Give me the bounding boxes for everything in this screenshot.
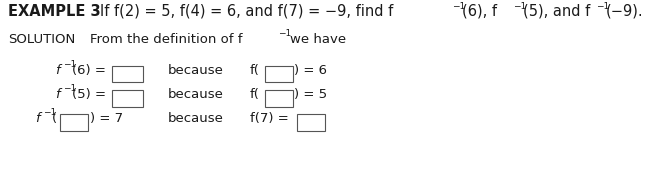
- Text: −1: −1: [278, 29, 291, 38]
- Text: −1: −1: [452, 2, 465, 11]
- Text: (6), f: (6), f: [462, 4, 497, 19]
- Text: f(7) =: f(7) =: [250, 112, 289, 125]
- Text: we have: we have: [290, 33, 346, 46]
- Text: −1: −1: [596, 2, 609, 11]
- Text: From the definition of f: From the definition of f: [90, 33, 243, 46]
- Text: ) = 7: ) = 7: [90, 112, 123, 125]
- Text: because: because: [168, 64, 224, 77]
- Text: f: f: [55, 64, 60, 77]
- Text: f: f: [55, 88, 60, 101]
- Text: −1: −1: [513, 2, 526, 11]
- Text: −1: −1: [63, 84, 76, 93]
- Text: EXAMPLE 3: EXAMPLE 3: [8, 4, 101, 19]
- Text: −1: −1: [43, 108, 56, 117]
- Bar: [112, 89, 143, 106]
- Text: ) = 5: ) = 5: [294, 88, 327, 101]
- Text: SOLUTION: SOLUTION: [8, 33, 76, 46]
- Bar: [60, 113, 88, 131]
- Text: f(: f(: [250, 64, 260, 77]
- Text: ) = 6: ) = 6: [294, 64, 327, 77]
- Text: because: because: [168, 112, 224, 125]
- Text: because: because: [168, 88, 224, 101]
- Text: −1: −1: [63, 60, 76, 69]
- Text: (: (: [52, 112, 57, 125]
- Text: (5), and f: (5), and f: [523, 4, 590, 19]
- Text: (5) =: (5) =: [72, 88, 106, 101]
- Bar: [112, 66, 143, 83]
- Bar: [265, 89, 293, 106]
- Bar: [265, 66, 293, 83]
- Text: f(: f(: [250, 88, 260, 101]
- Bar: [297, 113, 325, 131]
- Text: (6) =: (6) =: [72, 64, 106, 77]
- Text: (−9).: (−9).: [606, 4, 644, 19]
- Text: f: f: [35, 112, 40, 125]
- Text: If f(2) = 5, f(4) = 6, and f(7) = −9, find f: If f(2) = 5, f(4) = 6, and f(7) = −9, fi…: [100, 4, 393, 19]
